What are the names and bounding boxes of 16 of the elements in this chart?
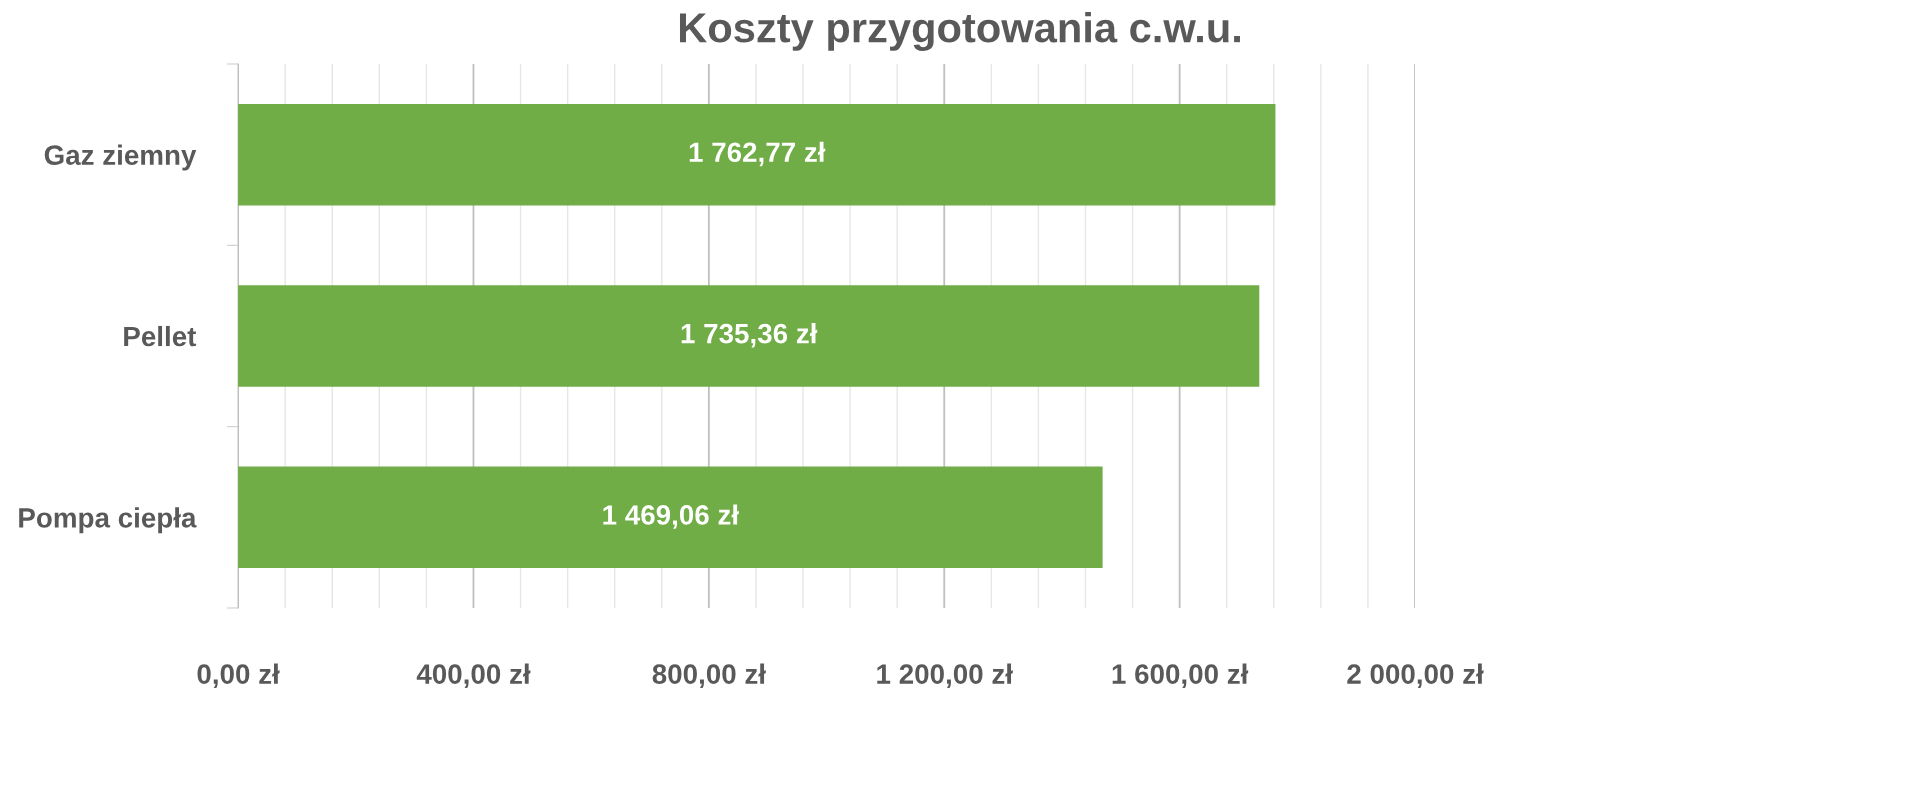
data-label: 1 762,77 zł <box>689 141 826 167</box>
bar <box>238 285 1260 387</box>
x-tick-label: 0,00 zł <box>197 663 280 688</box>
data-label: 1 469,06 zł <box>603 504 739 529</box>
bar <box>238 103 1276 206</box>
chart-title: Koszty przygotowania c.w.u. <box>679 12 1240 52</box>
x-tick-label: 1 600,00 zł <box>1112 663 1249 688</box>
x-tick-label: 1 200,00 zł <box>877 663 1013 688</box>
y-tick-label: Pellet <box>124 325 197 347</box>
x-tick-label: 400,00 zł <box>416 663 531 688</box>
y-tick-label: Gaz ziemny <box>44 144 197 171</box>
x-tick-label: 800,00 zł <box>652 663 766 688</box>
x-tick-label: 2 000,00 zł <box>1347 663 1484 688</box>
bar <box>238 466 1103 569</box>
data-label: 1 735,36 zł <box>681 323 818 348</box>
y-tick-label: Pompa ciepła <box>19 507 197 534</box>
